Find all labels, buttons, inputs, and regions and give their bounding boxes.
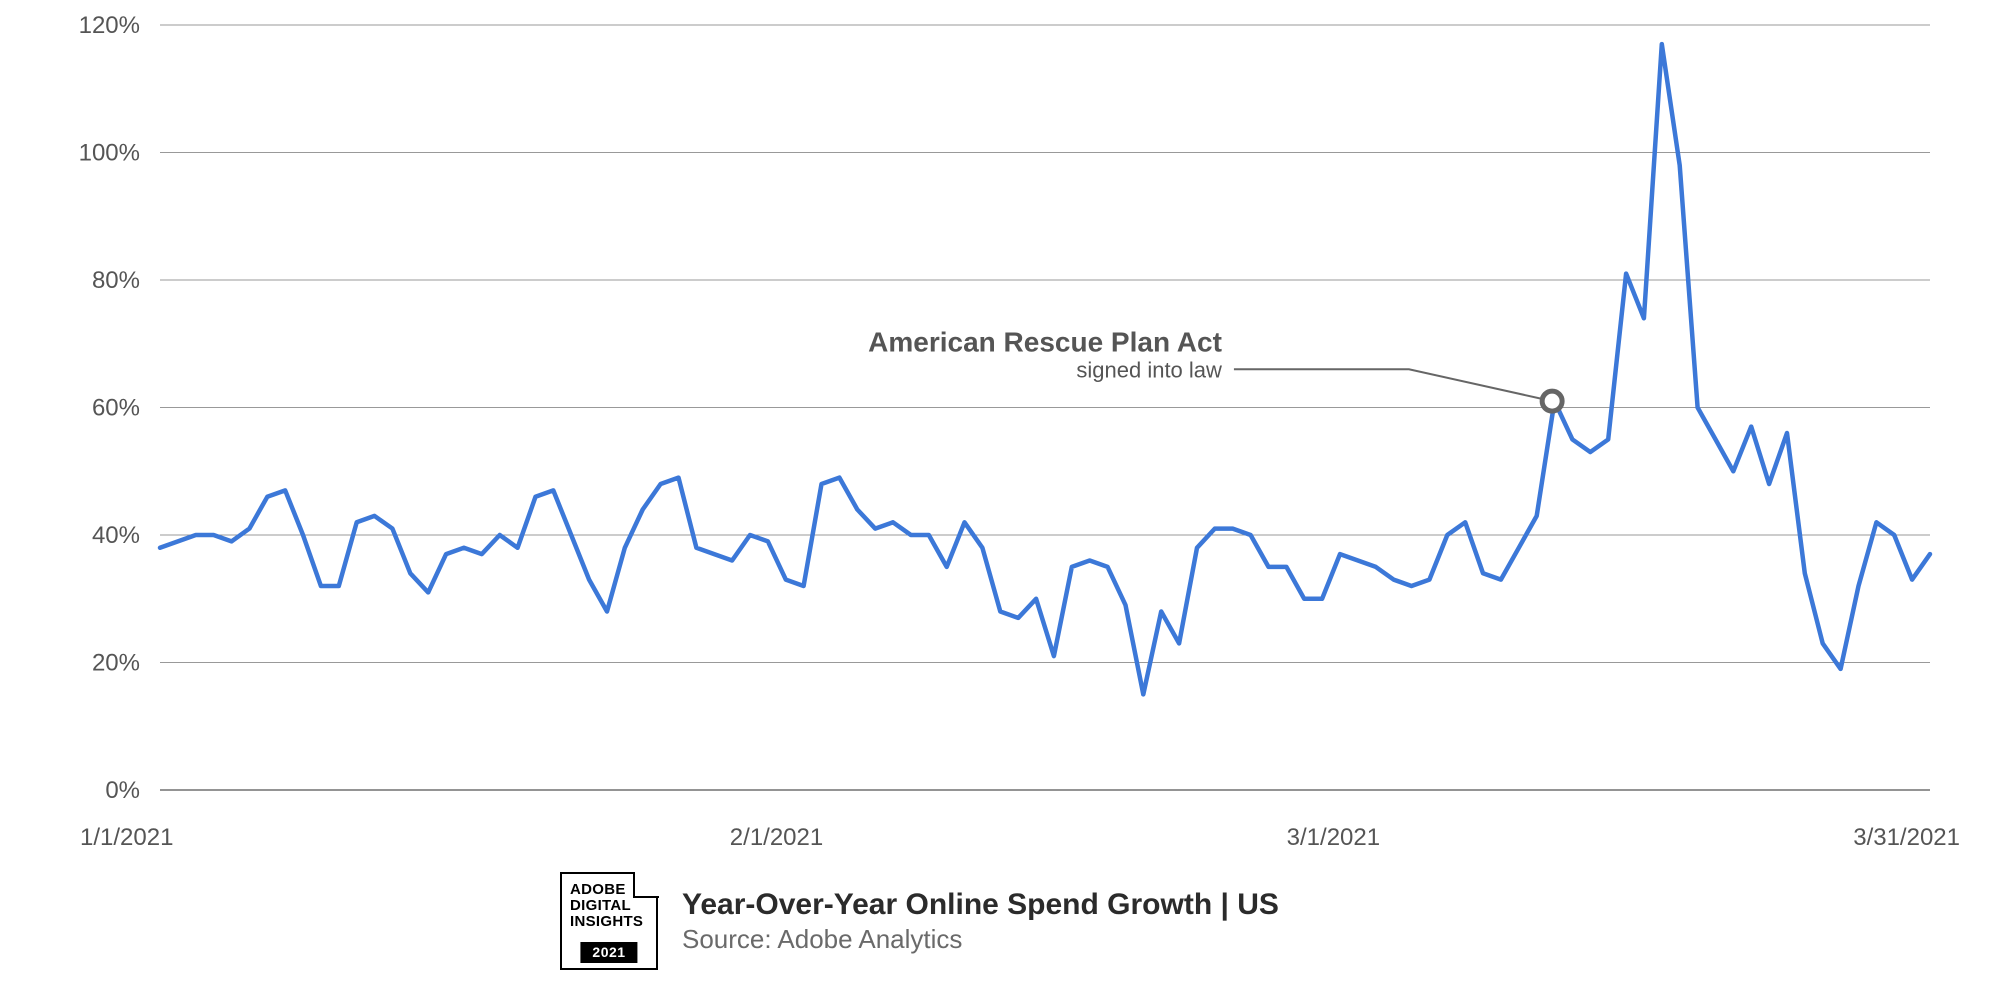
- svg-text:American Rescue Plan Act: American Rescue Plan Act: [868, 326, 1222, 357]
- svg-text:100%: 100%: [79, 140, 140, 167]
- svg-text:120%: 120%: [79, 12, 140, 39]
- badge-year: 2021: [580, 942, 637, 963]
- adobe-insights-badge: ADOBE DIGITAL INSIGHTS 2021: [560, 872, 658, 970]
- svg-text:20%: 20%: [92, 650, 140, 677]
- svg-text:40%: 40%: [92, 522, 140, 549]
- svg-text:0%: 0%: [105, 777, 140, 804]
- chart-source: Source: Adobe Analytics: [682, 924, 1279, 955]
- svg-text:3/31/2021: 3/31/2021: [1853, 824, 1960, 851]
- svg-text:80%: 80%: [92, 267, 140, 294]
- chart-footer: ADOBE DIGITAL INSIGHTS 2021 Year-Over-Ye…: [560, 872, 1279, 970]
- svg-text:60%: 60%: [92, 395, 140, 422]
- svg-text:signed into law: signed into law: [1076, 357, 1222, 382]
- badge-text: ADOBE DIGITAL INSIGHTS: [570, 882, 643, 929]
- chart-title: Year-Over-Year Online Spend Growth | US: [682, 888, 1279, 922]
- badge-line-2: DIGITAL: [570, 898, 643, 914]
- badge-line-1: ADOBE: [570, 882, 643, 898]
- line-chart: 0% 20% 40% 60% 80% 100% 120% 1/1/2021 2/1/2021 3/…: [0, 0, 2000, 1000]
- chart-container: 0% 20% 40% 60% 80% 100% 120% 1/1/2021 2/1/2021 3/…: [0, 0, 2000, 1000]
- badge-line-3: INSIGHTS: [570, 914, 643, 930]
- svg-text:2/1/2021: 2/1/2021: [730, 824, 823, 851]
- svg-text:1/1/2021: 1/1/2021: [80, 824, 173, 851]
- footer-text: Year-Over-Year Online Spend Growth | US …: [682, 888, 1279, 955]
- svg-text:3/1/2021: 3/1/2021: [1287, 824, 1380, 851]
